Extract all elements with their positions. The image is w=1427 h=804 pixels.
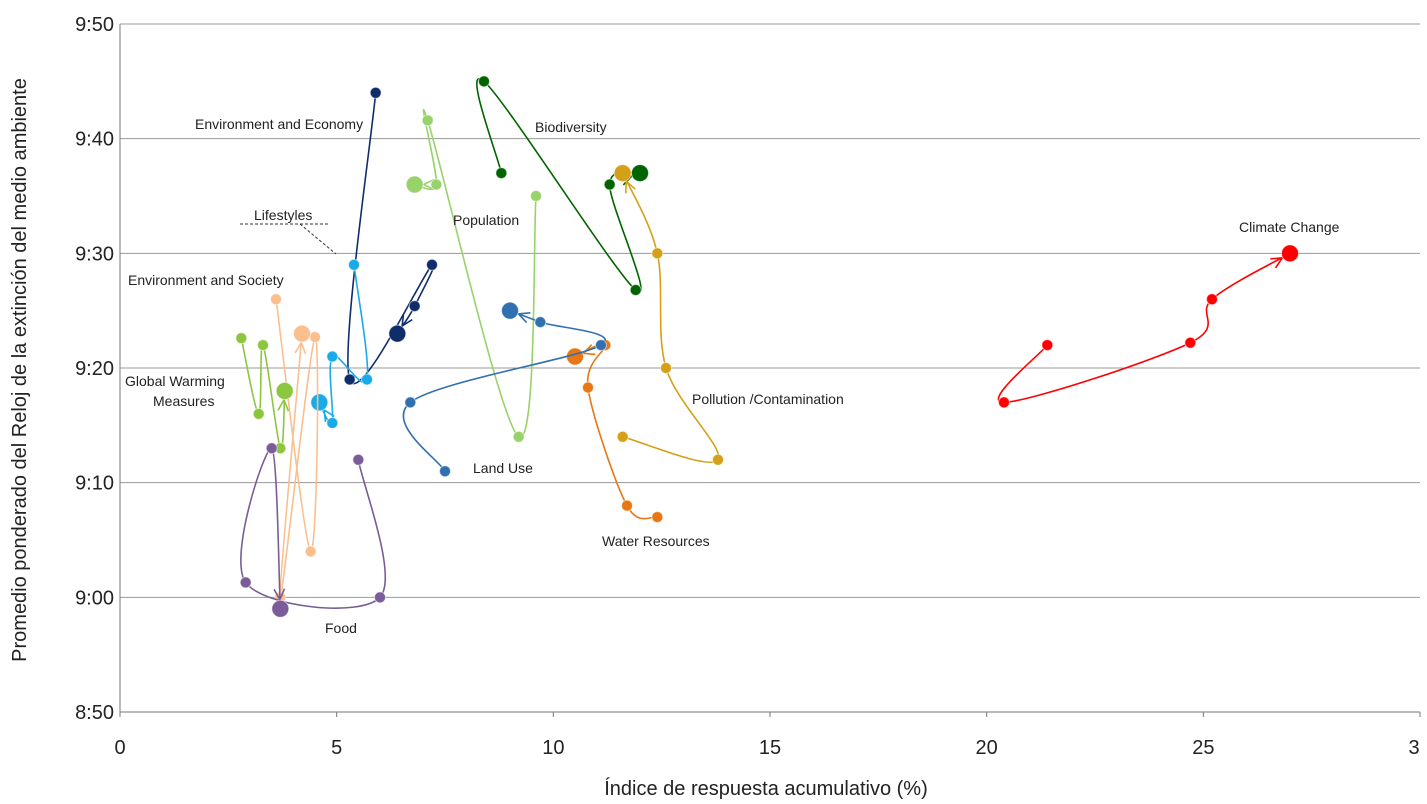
- series-point: [421, 114, 434, 127]
- series-point: [712, 453, 724, 466]
- series-point: [361, 373, 373, 386]
- series-point: [326, 350, 339, 363]
- series-point: [257, 339, 269, 352]
- series-point: [660, 362, 672, 374]
- x-tick-label: 3: [1408, 737, 1419, 759]
- series-layer: [235, 75, 1299, 618]
- series-endpoint: [405, 175, 424, 194]
- series-pollution-contamination: [613, 164, 724, 466]
- y-axis-label: Promedio ponderado del Reloj de la extin…: [9, 78, 31, 662]
- series-point: [352, 453, 365, 466]
- series-point: [430, 178, 443, 191]
- series-point: [239, 576, 252, 589]
- series-point: [530, 190, 542, 202]
- x-tick-label: 20: [976, 737, 998, 759]
- annotations-layer: Environment and Economy Biodiversity Lif…: [125, 116, 1340, 636]
- series-point: [343, 373, 356, 386]
- series-biodiversity: [476, 75, 649, 297]
- tick-labels: 8:50 9:00 9:10 9:20 9:30 9:40 9:50 0 5 10 15 20 25 3: [75, 14, 1420, 759]
- series-point: [495, 167, 508, 180]
- series-line: [997, 252, 1291, 404]
- series-point: [439, 465, 451, 478]
- y-tick-label: 9:10: [75, 473, 114, 495]
- annotation-land-use: Land Use: [473, 460, 533, 476]
- series-land-use: [402, 301, 607, 478]
- series-endpoint: [271, 599, 290, 618]
- series-point: [374, 591, 386, 604]
- x-tick-label: 0: [114, 737, 125, 759]
- series-point: [426, 258, 438, 271]
- annotation-biodiversity: Biodiversity: [535, 119, 607, 135]
- series-point: [309, 331, 321, 344]
- x-tick-label: 15: [759, 737, 781, 759]
- series-arrowhead: [516, 311, 531, 324]
- series-endpoint: [275, 381, 294, 400]
- series-point: [304, 545, 317, 558]
- annotation-environment-society: Environment and Society: [128, 272, 284, 288]
- series-endpoint: [388, 324, 407, 343]
- annotation-lifestyles: Lifestyles: [254, 207, 312, 223]
- series-population: [405, 109, 542, 443]
- series-environment-and-economy: [343, 86, 438, 386]
- annotation-food: Food: [325, 620, 357, 636]
- y-tick-label: 9:20: [75, 358, 114, 380]
- series-point: [326, 417, 339, 430]
- y-tick-label: 9:30: [75, 243, 114, 265]
- series-point: [512, 430, 525, 443]
- series-point: [408, 300, 421, 313]
- series-point: [651, 247, 664, 260]
- series-global-warming-measures: [235, 332, 294, 455]
- series-food: [239, 442, 387, 618]
- series-point: [1184, 336, 1197, 349]
- series-point: [1206, 293, 1218, 306]
- series-point: [621, 499, 633, 512]
- series-point: [651, 511, 664, 524]
- y-tick-label: 9:00: [75, 587, 114, 609]
- y-tick-label: 8:50: [75, 702, 114, 724]
- series-endpoint: [613, 164, 632, 183]
- series-point: [369, 86, 382, 99]
- series-point: [582, 381, 594, 394]
- axes: [119, 24, 1421, 717]
- series-point: [348, 258, 360, 271]
- series-point: [265, 442, 278, 455]
- y-tick-label: 9:50: [75, 14, 114, 36]
- series-point: [998, 396, 1010, 409]
- series-point: [1041, 339, 1054, 352]
- series-point: [603, 178, 616, 191]
- series-endpoint: [293, 324, 311, 343]
- annotation-water-resources: Water Resources: [602, 533, 710, 549]
- lifestyles-pointer-line: [299, 223, 337, 255]
- annotation-population: Population: [453, 212, 519, 228]
- series-point: [595, 339, 607, 352]
- annotation-climate-change: Climate Change: [1239, 219, 1340, 235]
- series-lifestyles: [310, 258, 373, 430]
- series-point: [616, 430, 629, 443]
- annotation-global-warming: Global Warming: [125, 373, 225, 389]
- series-arrowhead: [581, 344, 596, 356]
- y-tick-label: 9:40: [75, 129, 114, 151]
- series-point: [252, 407, 265, 420]
- series-point: [478, 75, 490, 88]
- series-point: [404, 396, 417, 409]
- series-point: [629, 284, 642, 297]
- annotation-measures: Measures: [153, 393, 214, 409]
- series-point: [534, 316, 547, 329]
- series-endpoint: [501, 301, 519, 320]
- x-tick-label: 10: [542, 737, 564, 759]
- x-tick-label: 25: [1192, 737, 1214, 759]
- series-point: [270, 293, 282, 306]
- series-arrowhead: [277, 398, 290, 412]
- series-climate-change: [997, 244, 1299, 409]
- series-arrowhead: [294, 340, 307, 355]
- x-axis-label: Índice de respuesta acumulativo (%): [604, 777, 928, 800]
- annotation-environment-economy: Environment and Economy: [195, 116, 363, 132]
- annotation-pollution: Pollution /Contamination: [692, 391, 844, 407]
- series-point: [235, 332, 248, 345]
- series-endpoint: [310, 393, 329, 412]
- series-endpoint: [631, 164, 649, 183]
- series-endpoint: [1281, 244, 1299, 263]
- x-tick-label: 5: [331, 737, 342, 759]
